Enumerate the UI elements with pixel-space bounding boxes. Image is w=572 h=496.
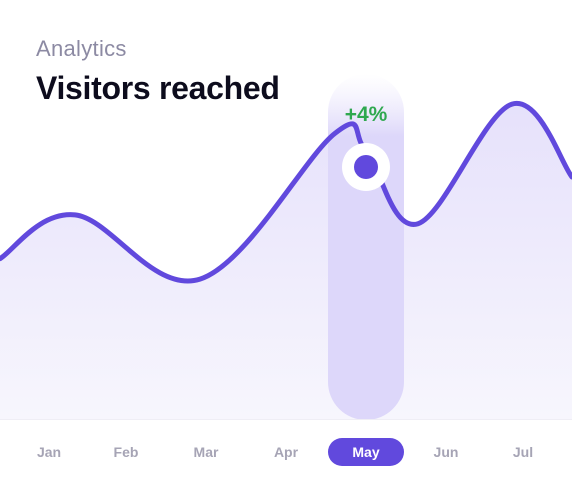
selected-point-marker[interactable] bbox=[342, 143, 390, 191]
card-title: Visitors reached bbox=[36, 70, 280, 106]
card-subtitle: Analytics bbox=[36, 36, 127, 61]
tick-jan[interactable]: Jan bbox=[36, 444, 62, 460]
tick-jun[interactable]: Jun bbox=[433, 444, 459, 460]
marker-dot[interactable] bbox=[354, 155, 378, 179]
tick-may[interactable]: May bbox=[328, 438, 404, 466]
tick-jul[interactable]: Jul bbox=[512, 444, 534, 460]
change-label: +4% bbox=[344, 103, 388, 126]
tick-mar[interactable]: Mar bbox=[193, 444, 219, 460]
tick-apr[interactable]: Apr bbox=[273, 444, 299, 460]
tick-feb[interactable]: Feb bbox=[113, 444, 139, 460]
axis-baseline bbox=[0, 419, 572, 420]
month-axis: Jan Feb Mar Apr May Jun Jul bbox=[0, 438, 572, 470]
series-line bbox=[0, 101, 572, 284]
area-fill bbox=[0, 103, 572, 419]
